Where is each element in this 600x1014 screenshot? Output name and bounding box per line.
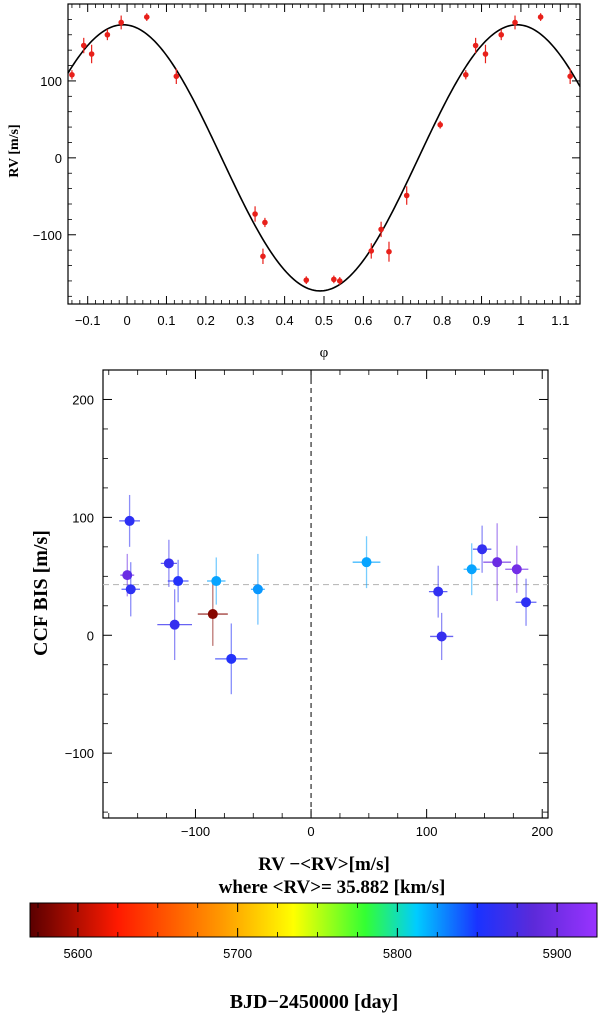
rv-point (104, 31, 111, 38)
rv-point (80, 42, 87, 49)
rv-point (262, 219, 268, 226)
rv-point (537, 14, 544, 20)
rv-tick-label: −100 (33, 228, 62, 243)
phase-tick-label: 1 (517, 313, 524, 328)
bis-points (119, 494, 537, 695)
rv-point (472, 42, 479, 49)
phase-rv-frame (67, 3, 581, 305)
bis-point (163, 558, 174, 569)
bis-rv-frame (102, 369, 549, 819)
rv-point (252, 211, 258, 217)
colorbar-tick-label: 5800 (383, 946, 412, 961)
bis-point (226, 653, 237, 664)
rv-offset-tick-label: 0 (307, 824, 314, 839)
rv-point (437, 121, 443, 128)
bis-tick-label: 200 (72, 392, 94, 407)
bis-point (252, 584, 263, 595)
colorbar-tick-labels: 5600 5700 5800 5900 (63, 946, 571, 961)
rv-point (567, 73, 573, 80)
phase-tick-label: −0.1 (75, 313, 101, 328)
bis-axis-label: CCF BIS [m/s] (30, 530, 52, 656)
rv-point (336, 278, 343, 284)
rv-point (512, 19, 518, 26)
rv-offset-tick-label: −100 (181, 824, 210, 839)
rv-point (482, 51, 489, 57)
phase-tick-label: 0.6 (354, 313, 372, 328)
phase-tick-label: 0.7 (394, 313, 412, 328)
phase-tick-label: 0.3 (236, 313, 254, 328)
rv-point (69, 71, 75, 78)
rv-offset-axis-label: RV −<RV>[m/s] (258, 854, 390, 875)
bis-point (361, 557, 372, 568)
rv-point (462, 71, 469, 78)
bis-point (169, 619, 180, 630)
phase-tick-label: 0 (123, 313, 130, 328)
bis-rv-ticks (103, 369, 548, 818)
mean-rv-note: where <RV>= 35.882 [km/s] (219, 877, 446, 898)
bis-rv-tick-labels: −100 0 100 200 −100 0 100 200 (65, 392, 553, 839)
phase-tick-label: 0.4 (276, 313, 294, 328)
rv-point (368, 248, 375, 254)
bis-point (511, 564, 522, 575)
rv-point (303, 277, 310, 283)
colorbar-tick-label: 5700 (223, 946, 252, 961)
bis-point (521, 597, 532, 608)
bis-point (173, 576, 184, 587)
bis-point (124, 515, 135, 526)
rv-offset-tick-label: 100 (416, 824, 438, 839)
rv-point (498, 31, 505, 38)
bis-point (466, 564, 477, 575)
date-colorbar: 5600 5700 5800 5900 BJD−2450000 [day] (29, 902, 598, 1013)
rv-tick-label: 100 (40, 74, 62, 89)
rv-point (143, 14, 150, 20)
phase-tick-label: 0.9 (472, 313, 490, 328)
rv-point (386, 248, 392, 255)
phase-rv-panel: −0.1 0 0.1 0.2 0.3 0.4 0.5 0.6 0.7 0.8 0.9 1 1.1 −100… (7, 3, 581, 361)
rv-offset-tick-label: 200 (531, 824, 553, 839)
bis-point (477, 544, 488, 555)
colorbar-tick-label: 5900 (543, 946, 572, 961)
phase-rv-tick-labels: −0.1 0 0.1 0.2 0.3 0.4 0.5 0.6 0.7 0.8 0.9 1 1.1 −100… (33, 74, 570, 328)
colorbar-label: BJD−2450000 [day] (230, 991, 399, 1013)
rv-point (118, 19, 124, 26)
rv-model-curve (67, 23, 581, 292)
phase-tick-label: 0.2 (197, 313, 215, 328)
bis-point (436, 631, 447, 642)
phase-tick-label: 0.8 (433, 313, 451, 328)
rv-point (260, 253, 266, 260)
rv-axis-label: RV [m/s] (7, 124, 22, 177)
bis-point (433, 586, 444, 597)
phase-tick-label: 0.5 (315, 313, 333, 328)
bis-rv-panel: −100 0 100 200 −100 0 100 200 CCF BIS [m/s] RV … (30, 369, 553, 898)
bis-tick-label: −100 (65, 746, 94, 761)
bis-point (492, 557, 503, 568)
rv-points (69, 13, 573, 285)
bis-tick-label: 0 (87, 628, 94, 643)
rv-point (331, 276, 337, 283)
bis-point (211, 576, 222, 587)
bis-point (207, 609, 218, 620)
bis-point (125, 584, 136, 595)
rv-tick-label: 0 (55, 151, 62, 166)
colorbar-gradient (29, 902, 598, 938)
phase-axis-label: φ (320, 345, 329, 361)
rv-point (173, 73, 180, 80)
phase-tick-label: 0.1 (157, 313, 175, 328)
rv-point (378, 226, 384, 233)
phase-tick-label: 1.1 (551, 313, 569, 328)
rv-point (88, 51, 95, 57)
phase-rv-ticks (68, 4, 580, 304)
rv-point (403, 192, 410, 199)
colorbar-tick-label: 5600 (63, 946, 92, 961)
bis-tick-label: 100 (72, 510, 94, 525)
bis-point (122, 570, 133, 581)
colorbar-ticks (37, 903, 598, 937)
